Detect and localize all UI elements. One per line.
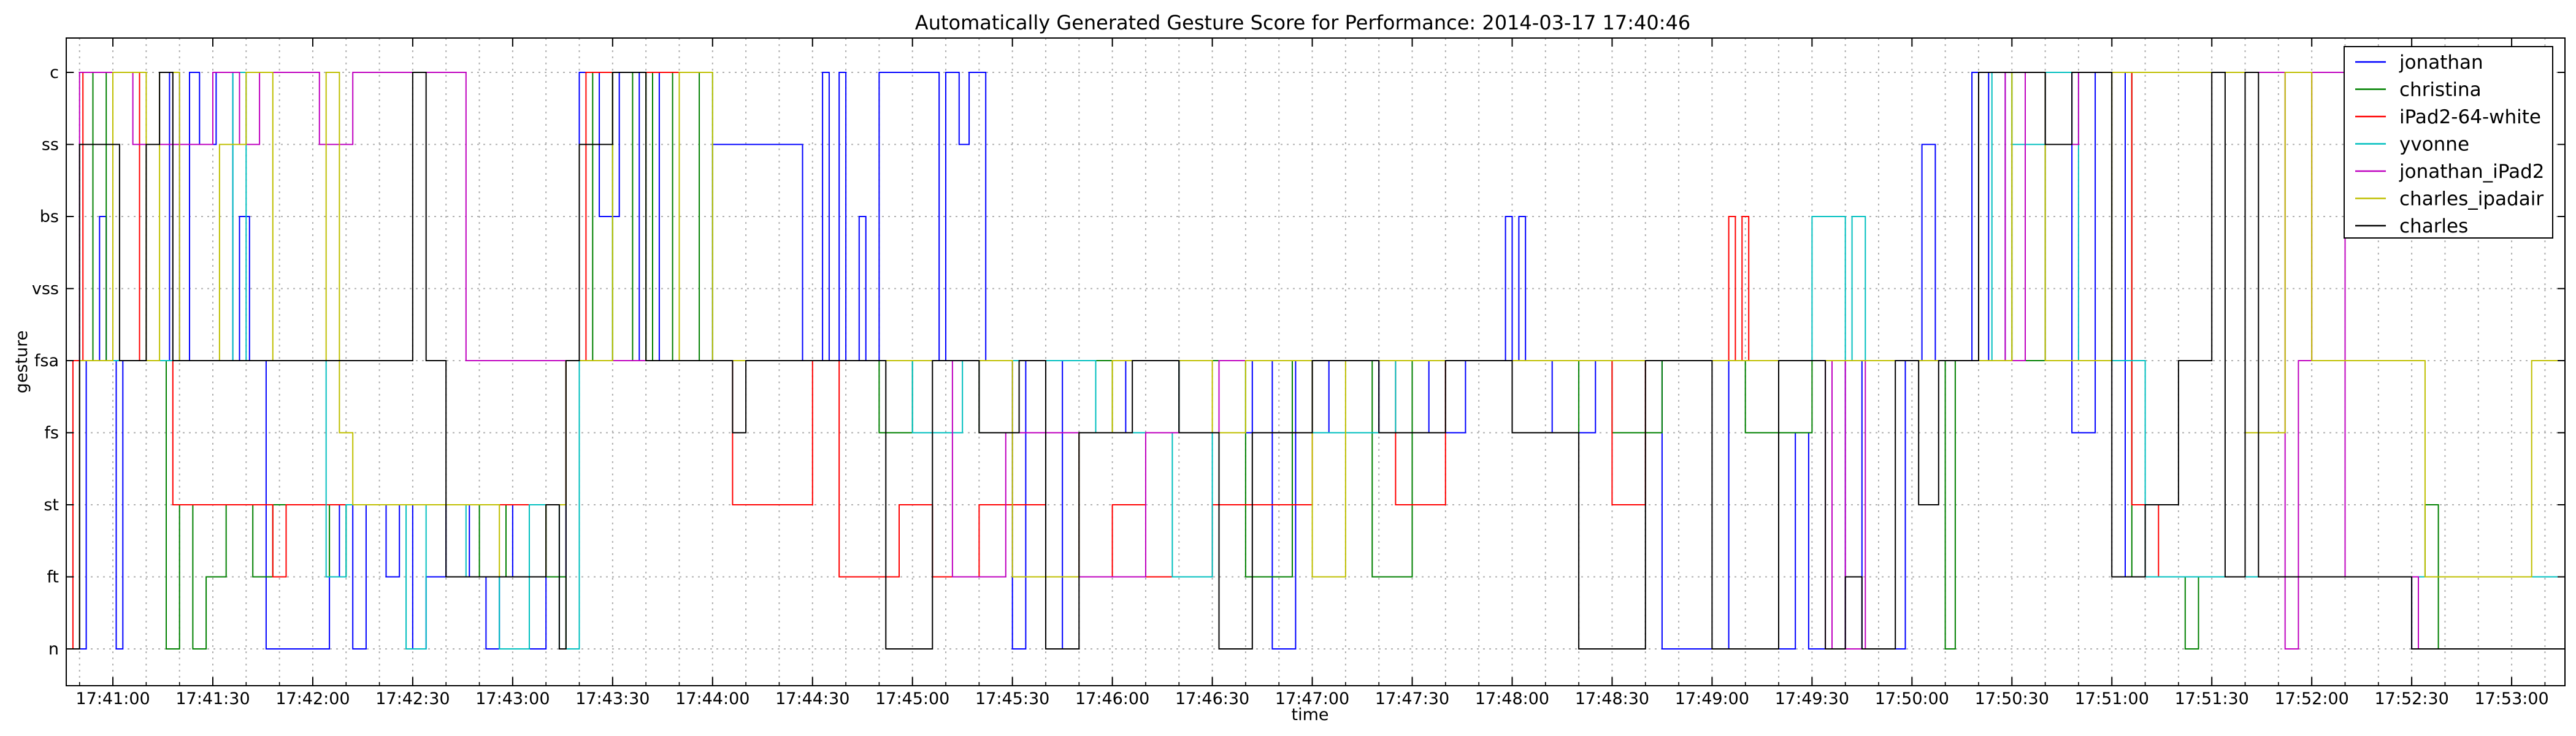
x-tick-label: 17:43:30 [575,689,650,708]
legend-box [2344,46,2553,239]
legend-label: jonathan [2399,52,2483,74]
x-tick-label: 17:48:00 [1475,689,1549,708]
y-axis-ticks: n ft st fs fsa vss bs ss c [32,63,2565,659]
x-tick-label: 17:43:00 [475,689,550,708]
legend-label: yvonne [2399,134,2469,156]
y-tick-label: c [50,63,59,82]
x-tick-label: 17:45:00 [875,689,949,708]
x-tick-label: 17:47:30 [1375,689,1449,708]
legend-label: christina [2399,79,2482,101]
x-tick-label: 17:50:30 [1975,689,2049,708]
x-tick-label: 17:48:30 [1575,689,1649,708]
x-tick-label: 17:52:00 [2275,689,2349,708]
x-tick-label: 17:51:30 [2175,689,2249,708]
y-tick-label: ft [47,568,59,587]
legend-label: jonathan_iPad2 [2399,161,2544,183]
y-tick-label: n [48,640,59,659]
x-tick-label: 17:53:00 [2474,689,2548,708]
x-tick-label: 17:45:30 [975,689,1049,708]
x-tick-label: 17:51:00 [2075,689,2149,708]
x-tick-label: 17:47:00 [1275,689,1349,708]
series-lines [66,72,2565,650]
x-tick-label: 17:46:30 [1175,689,1249,708]
y-tick-label: bs [40,207,59,226]
x-tick-label: 17:52:30 [2374,689,2448,708]
x-tick-label: 17:44:00 [675,689,749,708]
x-tick-label: 17:50:00 [1875,689,1949,708]
y-tick-label: fsa [34,351,59,370]
y-tick-label: st [44,496,59,515]
y-tick-label: vss [32,280,59,299]
y-tick-label: ss [42,136,59,155]
grid [66,38,2565,686]
x-tick-label: 17:46:00 [1075,689,1149,708]
legend: jonathan christina iPad2-64-white yvonne jon… [2344,46,2553,239]
x-tick-label: 17:49:30 [1775,689,1849,708]
legend-label: charles_ipadair [2399,188,2543,210]
y-axis-label: gesture [12,331,31,394]
plot-area-frame [66,37,2566,686]
x-axis-label: time [1291,705,1328,724]
x-tick-label: 17:41:30 [175,689,250,708]
x-tick-label: 17:41:00 [75,689,150,708]
x-tick-label: 17:49:00 [1675,689,1749,708]
y-tick-label: fs [44,424,59,443]
x-axis-ticks: 17:41:00 17:41:30 17:42:00 17:42:30 17:43:00… [75,38,2549,708]
x-tick-label: 17:42:30 [375,689,450,708]
chart-title: Automatically Generated Gesture Score fo… [915,11,1690,34]
legend-label: iPad2-64-white [2399,106,2541,128]
series-line-charles [66,72,2565,650]
legend-label: charles [2399,215,2468,237]
x-tick-label: 17:42:00 [275,689,350,708]
x-tick-label: 17:44:30 [775,689,849,708]
